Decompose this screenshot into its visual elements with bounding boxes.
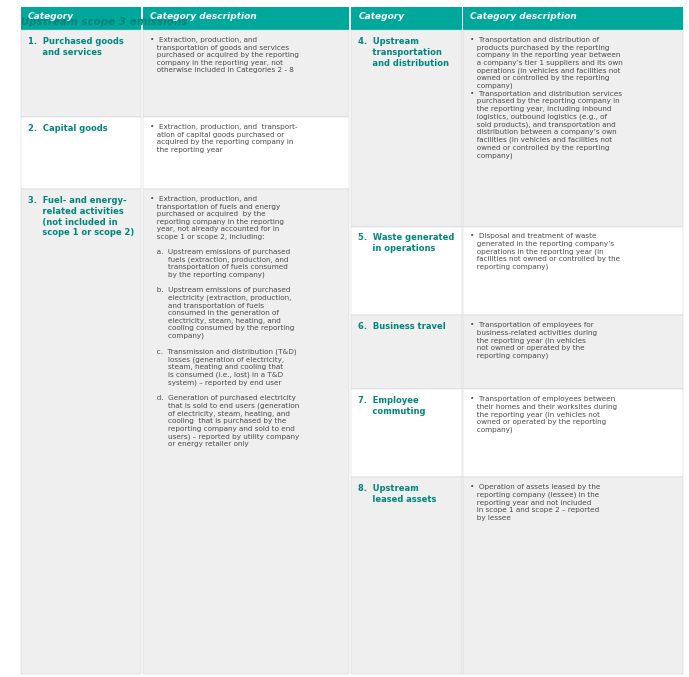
Text: 2.  Capital goods: 2. Capital goods [28,124,107,133]
Text: Category: Category [28,12,74,22]
FancyBboxPatch shape [21,7,141,30]
FancyBboxPatch shape [351,315,462,389]
Text: •  Transportation of employees between
   their homes and their worksites during: • Transportation of employees between th… [470,396,617,433]
Text: Category description: Category description [150,12,257,22]
FancyBboxPatch shape [351,227,462,315]
Text: Category description: Category description [470,12,577,22]
FancyBboxPatch shape [463,477,683,674]
Text: 8.  Upstream
     leased assets: 8. Upstream leased assets [358,484,437,504]
Text: •  Extraction, production, and
   transportation of fuels and energy
   purchase: • Extraction, production, and transporta… [150,196,300,447]
Text: •  Transportation and distribution of
   products purchased by the reporting
   : • Transportation and distribution of pro… [470,37,623,158]
Text: Category: Category [358,12,404,22]
FancyBboxPatch shape [351,389,462,477]
FancyBboxPatch shape [463,315,683,389]
FancyBboxPatch shape [21,30,141,117]
Text: 1.  Purchased goods
     and services: 1. Purchased goods and services [28,37,123,57]
FancyBboxPatch shape [463,227,683,315]
Text: •  Operation of assets leased by the
   reporting company (lessee) in the
   rep: • Operation of assets leased by the repo… [470,484,600,521]
FancyBboxPatch shape [143,30,349,117]
FancyBboxPatch shape [21,117,141,190]
Text: 4.  Upstream
     transportation
     and distribution: 4. Upstream transportation and distribut… [358,37,449,68]
FancyBboxPatch shape [463,30,683,227]
Text: •  Disposal and treatment of waste
   generated in the reporting company’s
   op: • Disposal and treatment of waste genera… [470,234,620,270]
FancyBboxPatch shape [143,7,349,30]
Text: 5.  Waste generated
     in operations: 5. Waste generated in operations [358,234,455,253]
Text: •  Extraction, production, and
   transportation of goods and services
   purcha: • Extraction, production, and transporta… [150,37,299,73]
Text: 3.  Fuel- and energy-
     related activities
     (not included in
     scope 1: 3. Fuel- and energy- related activities … [28,196,134,238]
FancyBboxPatch shape [143,117,349,190]
FancyBboxPatch shape [351,477,462,674]
FancyBboxPatch shape [463,7,683,30]
Text: Upstream scope 3 emissions: Upstream scope 3 emissions [21,17,187,27]
FancyBboxPatch shape [21,190,141,674]
FancyBboxPatch shape [143,190,349,674]
Text: 6.  Business travel: 6. Business travel [358,322,446,331]
FancyBboxPatch shape [351,30,462,227]
Text: 7.  Employee
     commuting: 7. Employee commuting [358,396,426,416]
Text: •  Extraction, production, and  transport-
   ation of capital goods purchased o: • Extraction, production, and transport-… [150,124,298,152]
FancyBboxPatch shape [463,389,683,477]
FancyBboxPatch shape [351,7,462,30]
Text: •  Transportation of employees for
   business-related activities during
   the : • Transportation of employees for busine… [470,322,597,359]
